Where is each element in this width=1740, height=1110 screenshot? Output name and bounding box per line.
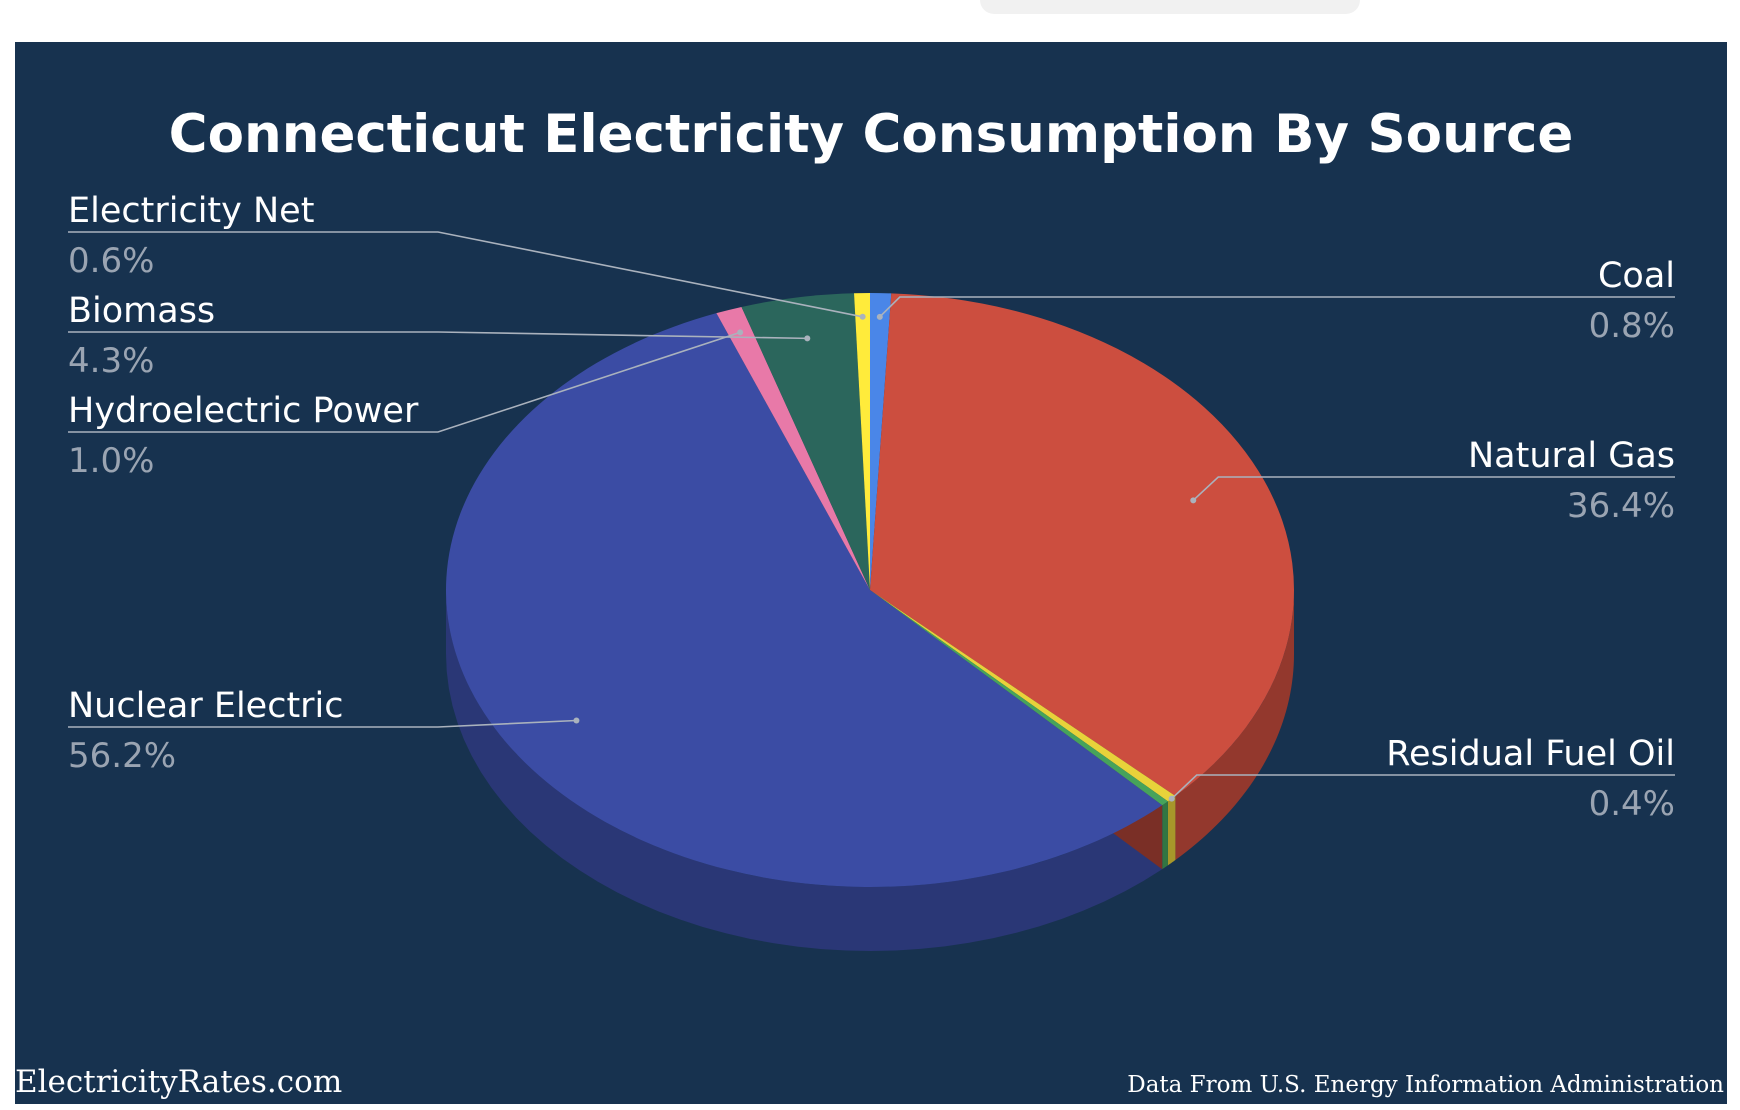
- pie-chart: Connecticut Electricity Consumption By S…: [68, 104, 1675, 951]
- leader-line-coal: [879, 296, 1675, 318]
- pie-layer: [445, 293, 1294, 951]
- percent-electricity-net: 0.6%: [68, 241, 154, 281]
- percent-biomass: 4.3%: [68, 341, 154, 381]
- pie-side-natural-gas: [1175, 590, 1294, 861]
- leader-line-hydroelectric-power: [68, 331, 741, 433]
- leader-line-biomass: [68, 331, 808, 340]
- pie-slice-hydroelectric-power: [716, 306, 870, 590]
- percent-residual-fuel-oil: 0.4%: [1589, 784, 1675, 824]
- leader-dot-hydroelectric-power: [737, 329, 744, 336]
- percent-natural-gas: 36.4%: [1567, 486, 1675, 526]
- pie-slice-nuclear-electric: [445, 313, 1163, 887]
- pie-slice-electricity-net: [854, 293, 870, 590]
- chart-panel: Connecticut Electricity Consumption By S…: [15, 42, 1727, 1104]
- pie-slice-coal: [870, 293, 892, 590]
- top-tab-fragment: [980, 0, 1360, 14]
- chart-title: Connecticut Electricity Consumption By S…: [169, 104, 1574, 165]
- pie-side-residual-fuel-oil: [1167, 796, 1176, 866]
- pie-slice-biomass: [741, 293, 870, 590]
- label-nuclear-electric: Nuclear Electric: [68, 686, 344, 726]
- leader-dot-natural-gas: [1190, 497, 1197, 504]
- label-hydroelectric-power: Hydroelectric Power: [68, 391, 419, 431]
- label-coal: Coal: [1598, 256, 1675, 296]
- leader-line-nuclear-electric: [68, 719, 577, 728]
- leader-dot-electricity-net: [859, 313, 866, 320]
- pie-slice-residual-fuel-oil: [870, 590, 1176, 802]
- label-biomass: Biomass: [68, 291, 215, 331]
- percent-nuclear-electric: 56.2%: [68, 736, 176, 776]
- pie-slice-small-slice: [870, 590, 1168, 806]
- site-watermark: ElectricityRates.com: [15, 1064, 343, 1100]
- leader-line-natural-gas: [1192, 476, 1675, 501]
- label-residual-fuel-oil: Residual Fuel Oil: [1386, 734, 1675, 774]
- pie-slice-natural-gas: [870, 293, 1294, 797]
- leader-dot-nuclear-electric: [573, 717, 580, 724]
- leader-line-residual-fuel-oil: [1171, 774, 1675, 800]
- leader-dot-biomass: [804, 335, 811, 342]
- percent-hydroelectric-power: 1.0%: [68, 441, 154, 481]
- label-layer: Coal 0.8% Natural Gas 36.4% Residual Fuel Oi…: [68, 191, 1675, 824]
- leader-dot-residual-fuel-oil: [1168, 795, 1175, 802]
- pie-side-small-slice: [1162, 801, 1168, 870]
- percent-coal: 0.8%: [1589, 306, 1675, 346]
- leader-dot-coal: [876, 313, 883, 320]
- label-natural-gas: Natural Gas: [1468, 436, 1675, 476]
- pie-side-nuclear-electric: [446, 590, 1163, 951]
- data-source-note: Data From U.S. Energy Information Admini…: [1127, 1072, 1724, 1098]
- label-electricity-net: Electricity Net: [68, 191, 314, 231]
- leader-line-electricity-net: [68, 231, 863, 318]
